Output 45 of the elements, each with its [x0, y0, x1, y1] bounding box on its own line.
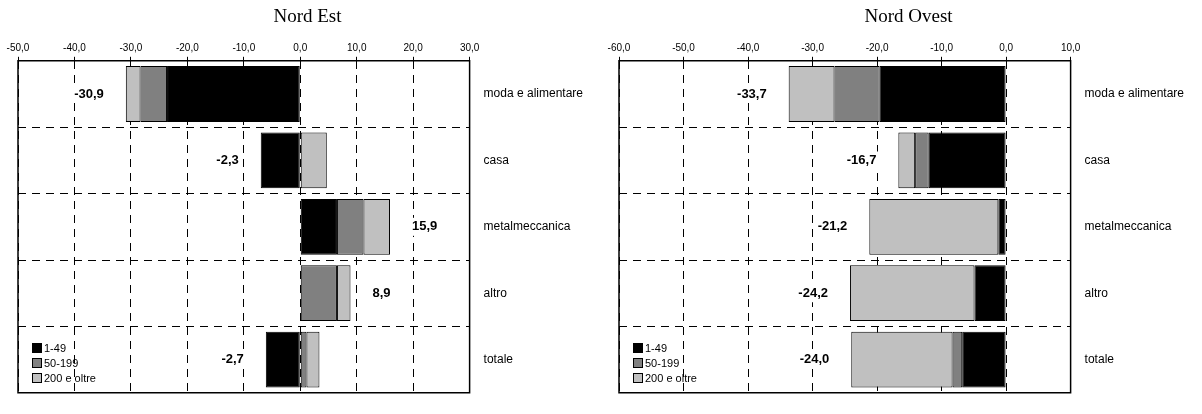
x-tick-label: 30,0: [459, 41, 480, 53]
x-tick-label: 0,0: [999, 41, 1014, 53]
x-tick-label: 10,0: [346, 41, 367, 53]
x-tick-label: 0,0: [293, 41, 308, 53]
y-tick-label: moda e alimentare: [1084, 86, 1185, 101]
y-tick-label: casa: [483, 152, 510, 167]
x-tick-label: -30,0: [119, 41, 143, 53]
legend-label: 50-199: [44, 355, 79, 371]
y-tick-label: moda e alimentare: [483, 86, 584, 101]
total-label: -16,7: [846, 151, 877, 167]
x-tick-label: -30,0: [801, 41, 825, 53]
legend-label: 1-49: [645, 340, 668, 356]
x-tick-label: -50,0: [672, 41, 696, 53]
x-tick-label: -20,0: [175, 41, 200, 53]
total-label: -24,0: [799, 351, 830, 367]
legend-label: 200 e oltre: [44, 370, 96, 386]
y-tick-label: altro: [483, 285, 508, 300]
x-tick-label: -60,0: [607, 41, 631, 53]
y-tick-label: casa: [1084, 152, 1111, 167]
total-label: -2,7: [221, 351, 244, 367]
x-tick-label: -40,0: [736, 41, 760, 53]
y-tick-label: totale: [483, 351, 514, 366]
y-tick-label: altro: [1084, 285, 1109, 300]
x-tick-label: -10,0: [232, 41, 256, 53]
legend-label: 200 e oltre: [645, 370, 697, 386]
total-label: 15,9: [412, 218, 438, 234]
legend-label: 50-199: [645, 355, 680, 371]
total-label: -2,3: [216, 151, 239, 167]
x-tick-label: -50,0: [6, 41, 30, 53]
chart-title: Nord Ovest: [864, 5, 954, 27]
y-tick-label: totale: [1084, 351, 1115, 366]
legend-label: 1-49: [44, 340, 67, 356]
total-label: -24,2: [798, 284, 828, 300]
total-label: -21,2: [817, 218, 848, 234]
total-label: -33,7: [737, 85, 767, 101]
y-tick-label: metalmeccanica: [1084, 219, 1172, 234]
chart-title: Nord Est: [273, 5, 343, 27]
y-tick-label: metalmeccanica: [483, 219, 571, 234]
x-tick-label: -10,0: [930, 41, 954, 53]
x-tick-label: -40,0: [63, 41, 87, 53]
total-label: -30,9: [74, 85, 104, 101]
total-label: 8,9: [372, 284, 391, 300]
x-tick-label: -20,0: [865, 41, 889, 53]
x-tick-label: 20,0: [403, 41, 424, 53]
x-tick-label: 10,0: [1060, 41, 1081, 53]
